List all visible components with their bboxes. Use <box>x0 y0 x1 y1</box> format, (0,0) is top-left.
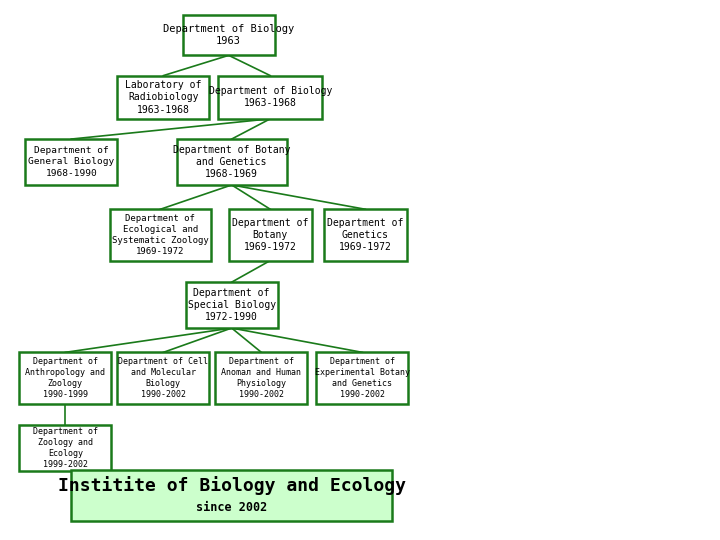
FancyBboxPatch shape <box>176 139 287 185</box>
Text: Department of
General Biology
1968-1990: Department of General Biology 1968-1990 <box>28 146 114 178</box>
Text: Department of Biology
1963: Department of Biology 1963 <box>163 24 294 46</box>
FancyBboxPatch shape <box>71 470 392 522</box>
FancyBboxPatch shape <box>183 15 275 55</box>
FancyBboxPatch shape <box>229 210 312 261</box>
Text: Department of Cell
and Molecular
Biology
1990-2002: Department of Cell and Molecular Biology… <box>118 357 208 399</box>
Text: Institite of Biology and Ecology: Institite of Biology and Ecology <box>58 476 405 496</box>
FancyBboxPatch shape <box>25 139 117 185</box>
Text: Department of Botany
and Genetics
1968-1969: Department of Botany and Genetics 1968-1… <box>173 145 290 179</box>
Text: Department of
Botany
1969-1972: Department of Botany 1969-1972 <box>232 218 308 252</box>
FancyBboxPatch shape <box>215 352 307 404</box>
Text: Department of
Genetics
1969-1972: Department of Genetics 1969-1972 <box>327 218 403 252</box>
Text: Department of
Special Biology
1972-1990: Department of Special Biology 1972-1990 <box>188 288 276 322</box>
Text: Department of Biology
1963-1968: Department of Biology 1963-1968 <box>209 86 332 109</box>
FancyBboxPatch shape <box>19 352 112 404</box>
Text: Laboratory of
Radiobiology
1963-1968: Laboratory of Radiobiology 1963-1968 <box>125 80 202 114</box>
FancyBboxPatch shape <box>19 426 112 471</box>
Text: Department of
Experimental Botany
and Genetics
1990-2002: Department of Experimental Botany and Ge… <box>315 357 410 399</box>
Text: Department of
Anthropology and
Zoology
1990-1999: Department of Anthropology and Zoology 1… <box>25 357 105 399</box>
FancyBboxPatch shape <box>110 210 211 261</box>
Text: since 2002: since 2002 <box>196 501 267 514</box>
FancyBboxPatch shape <box>324 210 407 261</box>
Text: Department of
Ecological and
Systematic Zoology
1969-1972: Department of Ecological and Systematic … <box>112 214 209 256</box>
FancyBboxPatch shape <box>316 352 408 404</box>
Text: Department of
Zoology and
Ecology
1999-2002: Department of Zoology and Ecology 1999-2… <box>33 427 98 469</box>
FancyBboxPatch shape <box>117 76 210 119</box>
FancyBboxPatch shape <box>117 352 210 404</box>
Text: Department of
Anomал and Human
Physiology
1990-2002: Department of Anomал and Human Physiolog… <box>221 357 302 399</box>
FancyBboxPatch shape <box>218 76 323 119</box>
FancyBboxPatch shape <box>186 282 278 328</box>
